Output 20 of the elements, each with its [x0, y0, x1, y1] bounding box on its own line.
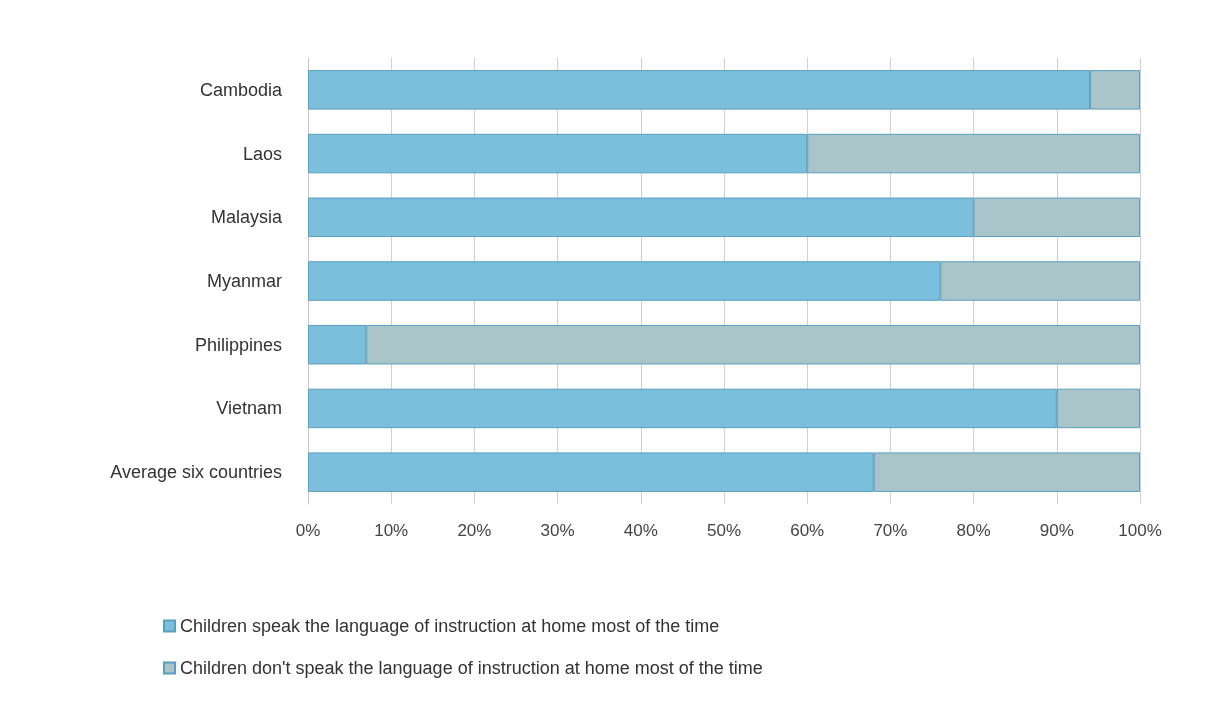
- legend-label: Children don't speak the language of instruction at home most of the time: [180, 658, 763, 678]
- y-tick-label: Myanmar: [206, 271, 282, 291]
- x-tick-label: 0%: [295, 521, 321, 540]
- x-tick-label: 30%: [540, 521, 575, 540]
- x-tick-label: 40%: [623, 521, 658, 540]
- x-tick-label: 70%: [873, 521, 908, 540]
- y-tick-label: Average six countries: [110, 462, 282, 483]
- x-tick-label: 20%: [457, 521, 492, 540]
- y-tick-label: Cambodia: [199, 79, 283, 100]
- y-tick-label: Vietnam: [216, 398, 282, 419]
- x-tick-label: 60%: [790, 521, 825, 540]
- x-tick-label: 80%: [956, 521, 991, 540]
- y-tick-label: Laos: [242, 143, 282, 164]
- x-tick-label: 90%: [1039, 521, 1074, 540]
- y-tick-label: Philippines: [194, 334, 282, 355]
- x-tick-label: 50%: [706, 521, 742, 540]
- legend-label: Children speak the language of instruction at home most of the time: [180, 616, 720, 636]
- x-tick-label: 100%: [1118, 521, 1162, 540]
- x-tick-label: 10%: [374, 521, 409, 540]
- y-tick-label: Malaysia: [210, 207, 283, 228]
